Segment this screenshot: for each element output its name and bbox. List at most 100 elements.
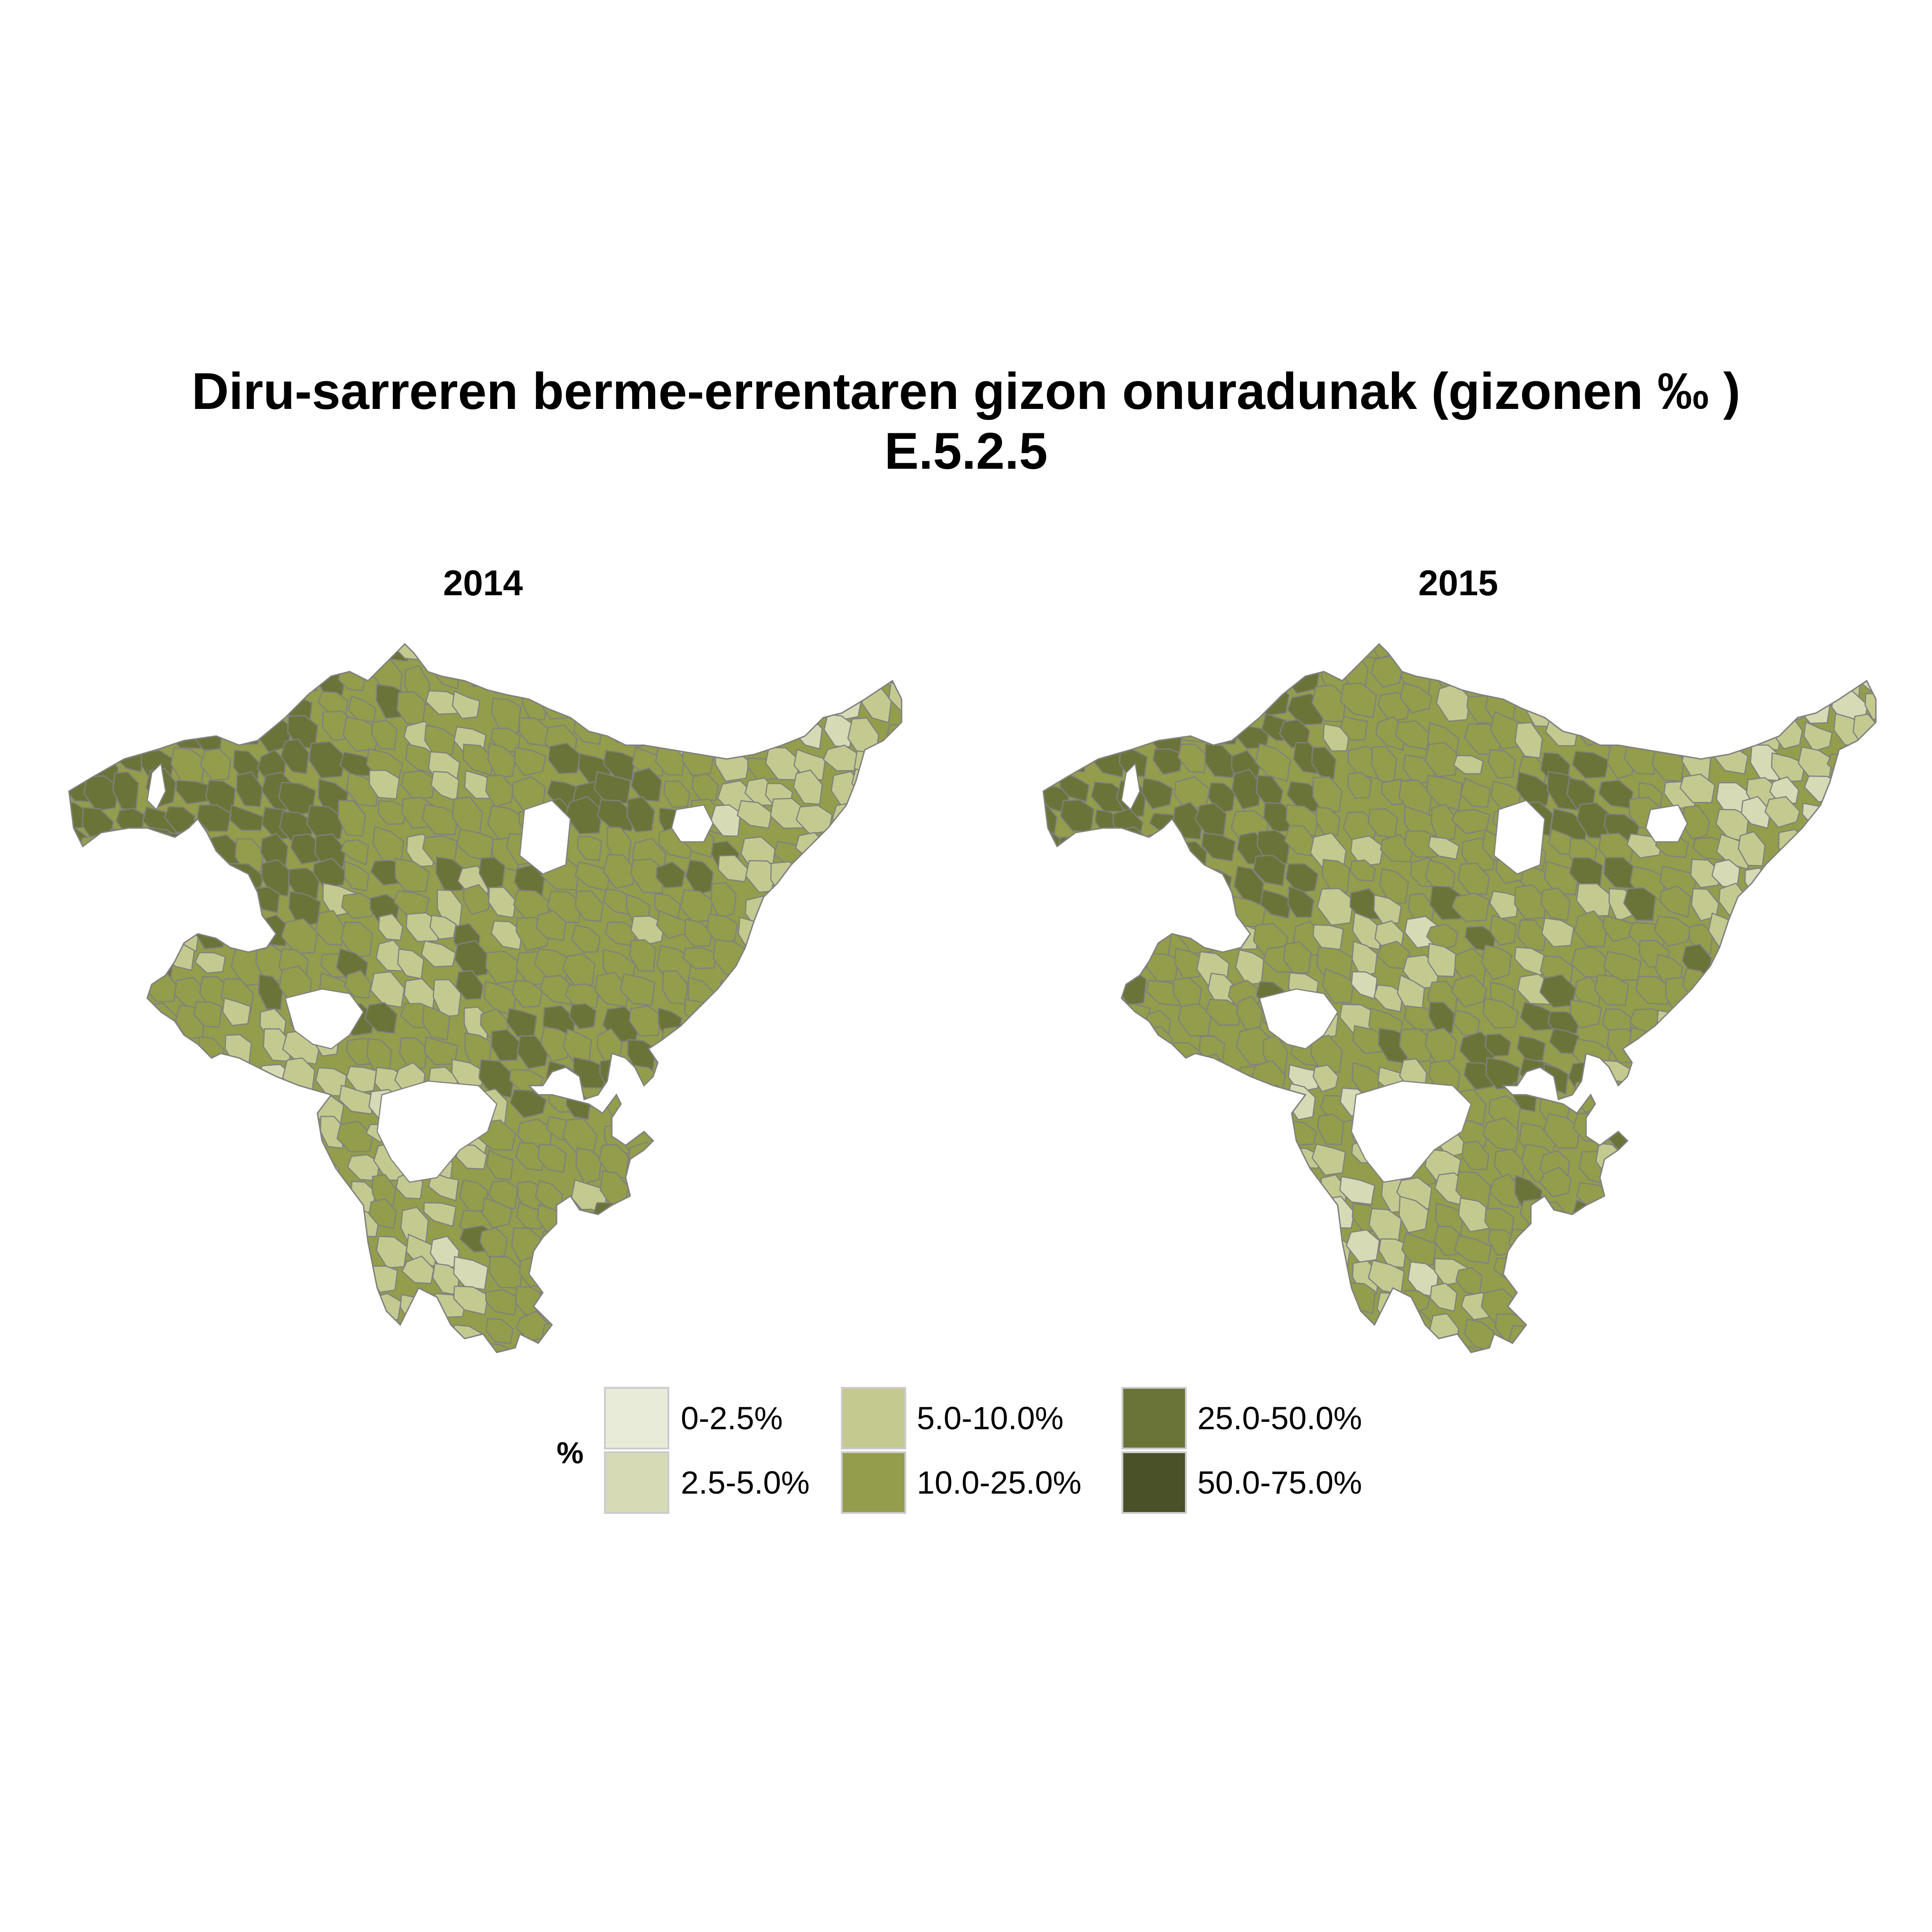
municipality (1742, 1353, 1774, 1384)
municipality (713, 1240, 748, 1276)
municipality (168, 1085, 196, 1122)
municipality (598, 667, 637, 704)
municipality (1294, 1253, 1326, 1286)
municipality (172, 1261, 199, 1298)
municipality (1323, 1347, 1359, 1352)
municipality (1351, 940, 1378, 978)
municipality (230, 644, 267, 656)
municipality (878, 1093, 902, 1133)
municipality (1121, 664, 1155, 702)
municipality (1291, 1195, 1329, 1230)
municipality (261, 1150, 295, 1186)
municipality (656, 861, 686, 889)
municipality (1513, 669, 1543, 704)
municipality (195, 1111, 233, 1142)
municipality (1401, 1232, 1437, 1268)
municipality (1780, 1173, 1809, 1197)
municipality (420, 940, 456, 967)
municipality (736, 1053, 767, 1089)
municipality (1086, 1196, 1119, 1231)
municipality (1857, 1287, 1876, 1319)
municipality (116, 1081, 151, 1107)
municipality (805, 644, 836, 674)
municipality (1658, 1356, 1684, 1380)
municipality (114, 1315, 147, 1347)
municipality (114, 1145, 143, 1180)
municipality (1344, 1317, 1377, 1352)
municipality (1119, 1231, 1148, 1260)
municipality (1090, 1055, 1120, 1092)
municipality (69, 1172, 91, 1207)
municipality (717, 644, 744, 665)
municipality (281, 918, 318, 954)
municipality (200, 644, 238, 662)
municipality (1043, 1350, 1069, 1352)
municipality (1145, 856, 1172, 885)
municipality (228, 891, 255, 921)
municipality (1680, 1142, 1719, 1172)
municipality (858, 1053, 886, 1088)
municipality (451, 1058, 485, 1089)
municipality (1665, 661, 1692, 691)
municipality (516, 1035, 549, 1070)
municipality (69, 656, 92, 688)
municipality (1372, 1341, 1409, 1352)
municipality (112, 980, 141, 1013)
municipality (863, 1205, 897, 1238)
municipality (1350, 859, 1376, 882)
municipality (1713, 1206, 1748, 1236)
municipality (1857, 1258, 1876, 1289)
municipality (1111, 1121, 1144, 1162)
municipality (1043, 1232, 1066, 1270)
municipality (796, 915, 828, 953)
municipality (371, 719, 398, 750)
municipality (200, 684, 231, 720)
municipality (1322, 859, 1351, 893)
municipality (1683, 1086, 1718, 1126)
municipality (144, 1119, 177, 1151)
municipality (516, 1202, 544, 1230)
municipality (1167, 1110, 1198, 1138)
municipality (1053, 1035, 1087, 1068)
municipality (1200, 1096, 1236, 1126)
municipality (1091, 663, 1126, 699)
municipality (743, 1009, 781, 1044)
municipality (201, 1264, 233, 1290)
municipality (1173, 891, 1210, 917)
municipality (1488, 749, 1516, 779)
municipality (1690, 1031, 1725, 1057)
municipality (1721, 1119, 1757, 1148)
municipality (199, 1147, 232, 1178)
municipality (1662, 1041, 1692, 1069)
municipality (1747, 684, 1775, 712)
municipality (1866, 1035, 1876, 1068)
municipality (882, 1120, 902, 1154)
municipality (1543, 1113, 1581, 1149)
municipality (315, 910, 345, 946)
municipality (745, 941, 774, 974)
municipality (1737, 942, 1772, 979)
legend-swatch-2 (841, 1387, 906, 1449)
municipality (799, 1282, 835, 1315)
municipality (1121, 921, 1153, 949)
municipality (1251, 1180, 1283, 1211)
municipality (626, 644, 658, 666)
municipality (145, 1057, 178, 1088)
municipality (1864, 693, 1876, 720)
municipality (421, 804, 459, 835)
municipality (1398, 1196, 1429, 1234)
municipality (520, 1350, 552, 1352)
municipality (1196, 1116, 1230, 1145)
municipality (1287, 886, 1315, 918)
legend-label-2: 5.0-10.0% (917, 1400, 1064, 1436)
municipality (77, 834, 112, 874)
municipality (1429, 885, 1465, 920)
municipality (368, 770, 400, 799)
municipality (491, 697, 522, 734)
legend-label-3: 10.0-25.0% (917, 1465, 1082, 1501)
municipality (1766, 921, 1796, 949)
municipality (1043, 718, 1063, 747)
municipality (1201, 832, 1236, 862)
municipality (235, 1095, 263, 1126)
municipality (322, 1266, 352, 1304)
